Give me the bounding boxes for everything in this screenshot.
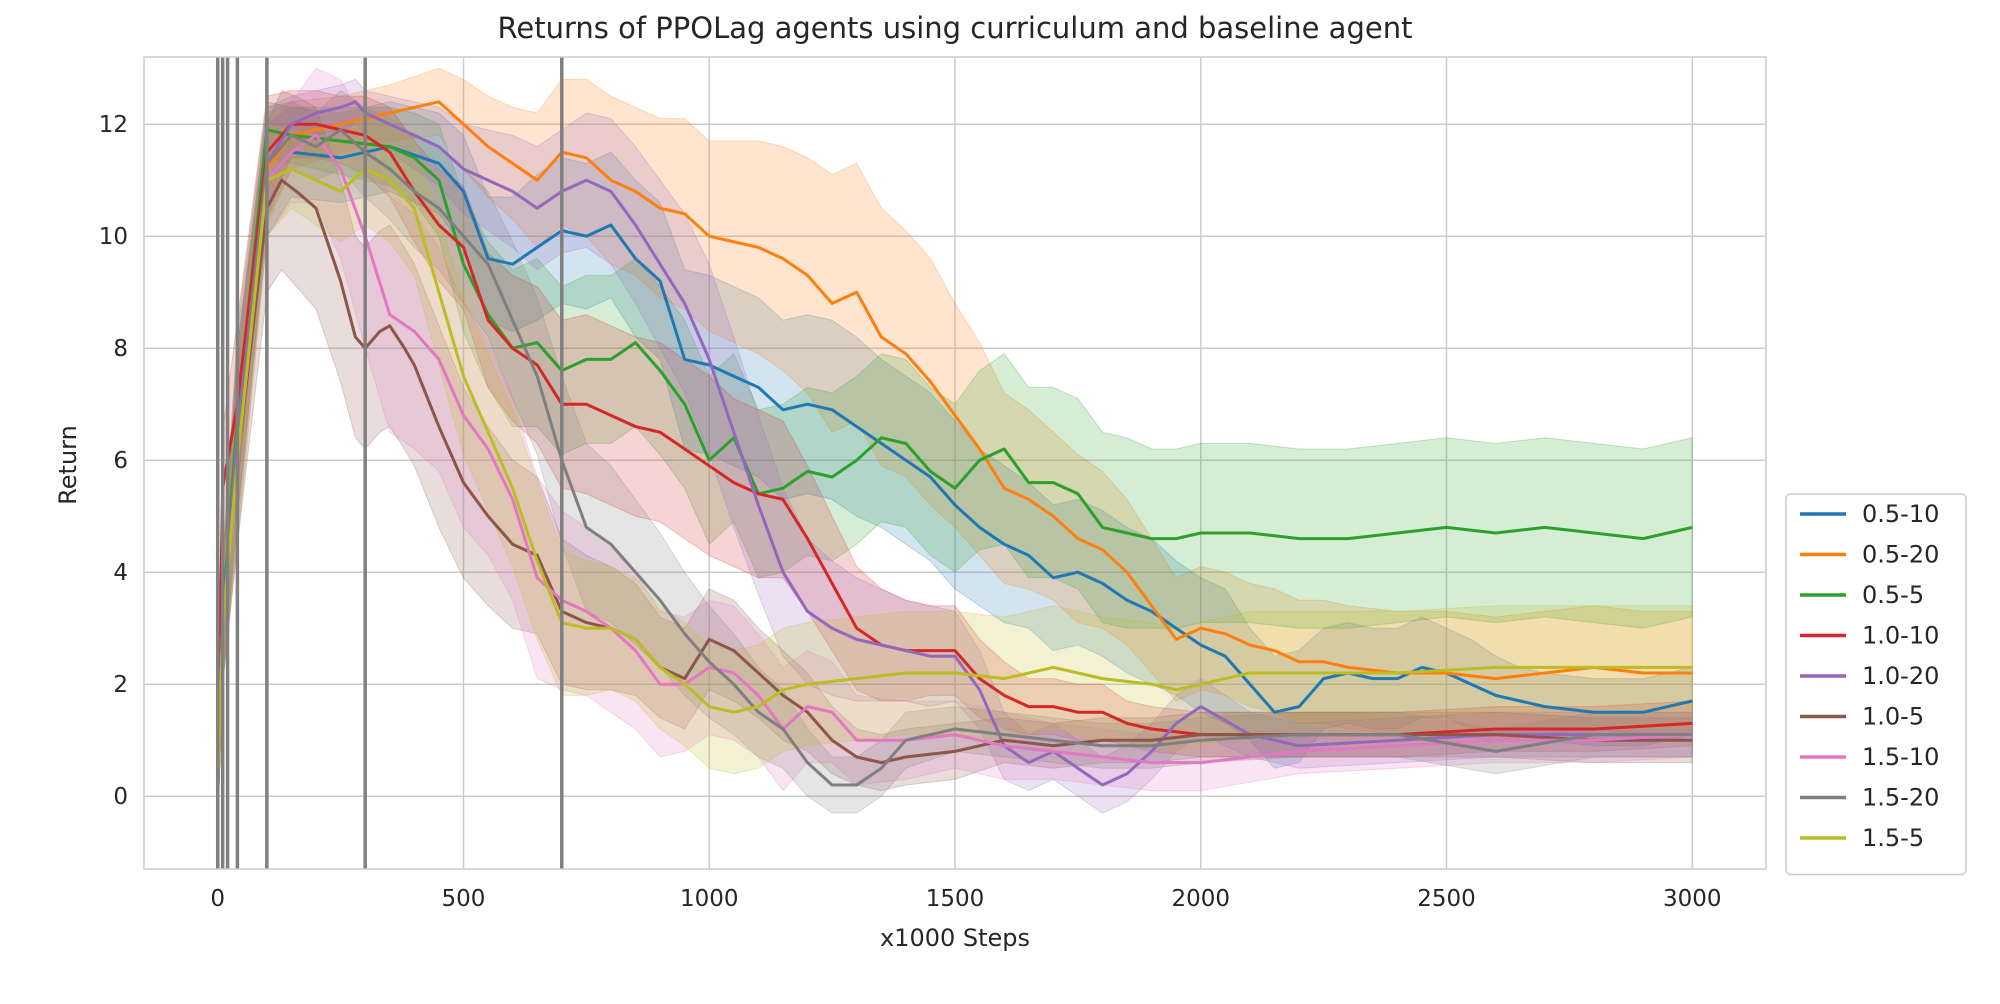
x-tick-label: 2000 [1171,886,1230,912]
series-line-0.5-10 [216,145,1693,786]
x-tick-label: 1500 [926,886,985,912]
confidence-band-0.5-5 [217,101,1693,808]
confidence-band-1.0-5 [217,89,1693,825]
legend-box [1785,493,1967,876]
series-line-1.5-20 [216,128,1693,797]
legend-label-0.5-20: 0.5-20 [1862,541,1939,569]
plot-frame [143,56,1767,870]
y-axis-label: Return [54,425,82,505]
legend-label-1.0-10: 1.0-10 [1862,622,1939,650]
confidence-bands [217,67,1693,825]
y-tick-label: 0 [113,784,128,810]
confidence-band-1.5-5 [217,112,1693,819]
x-axis-label: x1000 Steps [880,924,1030,952]
series-line-0.5-5 [216,128,1693,780]
y-tick-label: 10 [99,224,128,250]
axis-ticks: 0 500 1000 1500 2000 2500 3000 0 2 4 6 8 10 12 [99,112,1722,912]
x-tick-label: 3000 [1663,886,1722,912]
series-line-1.0-10 [216,122,1693,786]
y-tick-label: 4 [113,560,128,586]
x-tick-label: 500 [442,886,486,912]
x-tick-label: 0 [210,886,225,912]
y-tick-label: 8 [113,336,128,362]
y-tick-label: 12 [99,112,128,138]
series-line-1.5-10 [216,133,1693,797]
confidence-band-1.5-10 [217,67,1693,825]
legend-label-1.5-10: 1.5-10 [1862,743,1939,771]
curriculum-markers [215,57,564,869]
legend: 0.5-10 0.5-20 0.5-5 1.0-10 1.0-20 1.0-5 1.5-10… [1785,493,1967,876]
legend-label-1.0-20: 1.0-20 [1862,662,1939,690]
legend-label-0.5-5: 0.5-5 [1862,581,1924,609]
legend-label-1.5-20: 1.5-20 [1862,784,1939,812]
x-tick-label: 2500 [1417,886,1476,912]
series-line-1.5-5 [216,167,1693,791]
confidence-band-1.0-20 [217,78,1693,819]
chart-title: Returns of PPOLag agents using curriculu… [498,11,1413,45]
legend-label-1.5-5: 1.5-5 [1862,824,1924,852]
x-tick-label: 1000 [680,886,739,912]
y-tick-label: 6 [113,448,128,474]
legend-label-1.0-5: 1.0-5 [1862,703,1924,731]
series-line-0.5-20 [216,100,1693,786]
legend-label-0.5-10: 0.5-10 [1862,500,1939,528]
y-tick-label: 2 [113,672,128,698]
